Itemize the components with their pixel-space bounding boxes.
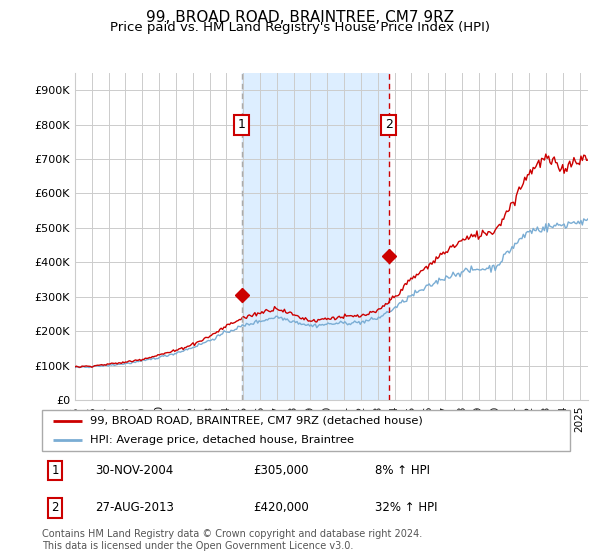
Text: 2: 2 [385,118,392,131]
FancyBboxPatch shape [42,410,570,451]
Text: 99, BROAD ROAD, BRAINTREE, CM7 9RZ (detached house): 99, BROAD ROAD, BRAINTREE, CM7 9RZ (deta… [89,416,422,426]
Text: 27-AUG-2013: 27-AUG-2013 [95,501,173,514]
Text: 1: 1 [238,118,245,131]
Text: £305,000: £305,000 [253,464,309,477]
Text: Contains HM Land Registry data © Crown copyright and database right 2024.
This d: Contains HM Land Registry data © Crown c… [42,529,422,551]
Text: 99, BROAD ROAD, BRAINTREE, CM7 9RZ: 99, BROAD ROAD, BRAINTREE, CM7 9RZ [146,10,454,25]
Bar [242,73,389,400]
Text: 1: 1 [52,464,59,477]
Text: Price paid vs. HM Land Registry's House Price Index (HPI): Price paid vs. HM Land Registry's House … [110,21,490,34]
Text: HPI: Average price, detached house, Braintree: HPI: Average price, detached house, Brai… [89,435,353,445]
Text: 2: 2 [52,501,59,514]
Text: £420,000: £420,000 [253,501,309,514]
Text: 30-NOV-2004: 30-NOV-2004 [95,464,173,477]
Text: 8% ↑ HPI: 8% ↑ HPI [374,464,430,477]
Text: 32% ↑ HPI: 32% ↑ HPI [374,501,437,514]
